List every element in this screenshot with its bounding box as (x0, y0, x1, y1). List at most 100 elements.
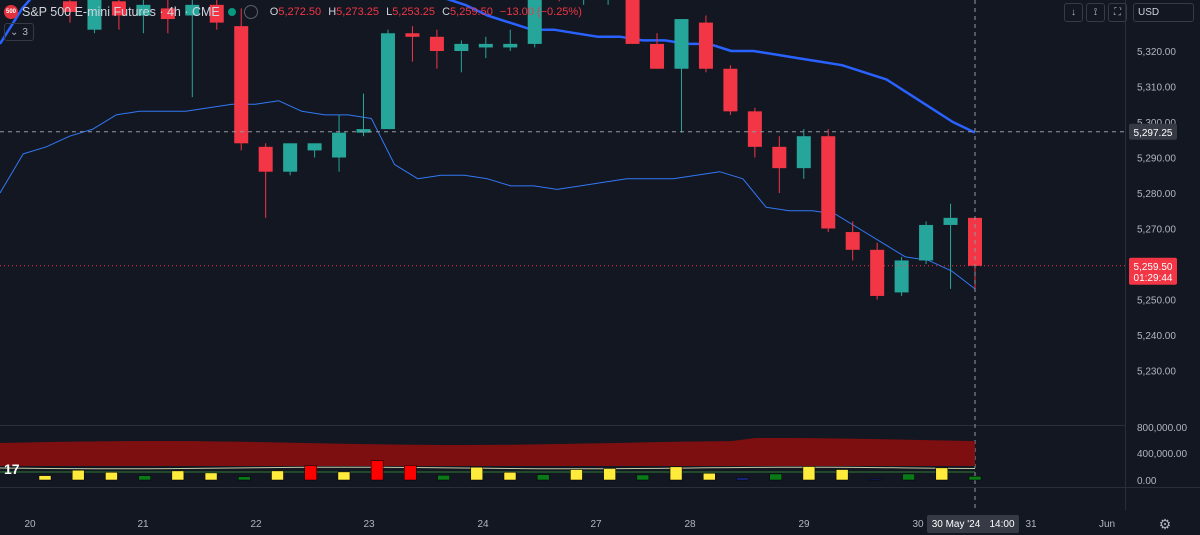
volume-bar (370, 460, 384, 481)
circle-icon[interactable] (243, 5, 258, 19)
last-price-label: 5,259.50 (1134, 262, 1173, 273)
volume-bar (171, 470, 185, 481)
candle-body (503, 43, 518, 48)
volume-bar (570, 469, 583, 481)
volume-bar (703, 473, 716, 481)
price-tick-label: 5,230.00 (1137, 367, 1176, 378)
volume-bar (902, 473, 915, 481)
candle-body (332, 132, 347, 158)
volume-bar (204, 472, 218, 481)
volume-bar (636, 474, 650, 481)
candle-body (185, 4, 200, 16)
high-value: 5,273.25 (336, 6, 379, 18)
magnet-icon[interactable]: ⟟ (1086, 3, 1105, 22)
arrow-down-icon[interactable]: ↓ (1064, 3, 1083, 22)
volume-bar (304, 465, 317, 481)
open-value: 5,272.50 (278, 6, 322, 18)
candle-body (454, 43, 469, 51)
crosshair-price-label: 5,297.25 (1134, 128, 1173, 139)
symbol-logo-icon: 500 (4, 5, 18, 19)
ma-upper-line (0, 0, 976, 134)
crosshair-price-bg (1129, 123, 1177, 140)
studies-count: 3 (22, 26, 28, 38)
volume-bar (404, 465, 417, 481)
candle-body (674, 19, 689, 69)
candle-body (87, 0, 102, 30)
crosshair-time-label: 14:00 (989, 519, 1014, 530)
candle-body (429, 36, 444, 51)
ma-lower-line (0, 100, 976, 290)
volume-bar (271, 470, 284, 481)
crosshair-date-label: 30 May '24 (932, 519, 981, 530)
candle-body (63, 1, 77, 12)
candle-body (894, 260, 909, 293)
candle-body (821, 136, 836, 229)
candle-body (650, 43, 665, 69)
candle-body (209, 4, 224, 23)
candle-body (356, 129, 371, 133)
time-tick-label: 21 (137, 519, 149, 530)
candle-body (943, 217, 958, 225)
gear-icon[interactable]: ⚙ (1158, 515, 1172, 532)
volume-bar (138, 475, 151, 481)
candle-body (723, 68, 738, 112)
price-tick-label: 5,240.00 (1137, 331, 1176, 342)
price-tick-label: 5,250.00 (1137, 296, 1176, 307)
volume-bar (238, 476, 251, 481)
volume-bar (337, 471, 351, 481)
volume-bar (470, 466, 484, 481)
volume-band (0, 438, 975, 466)
volume-bar (769, 473, 782, 481)
candle-body (625, 0, 640, 44)
candle-body (845, 232, 860, 250)
volume-tick-label: 800,000.00 (1137, 423, 1187, 434)
legend-header: 500 S&P 500 E-mini Futures · 4h · CME O5… (4, 3, 586, 21)
candle-body (283, 143, 298, 172)
ohlc-values: O5,272.50 H5,273.25 L5,253.25 C5,259.50 … (269, 6, 582, 18)
price-axis[interactable] (1125, 0, 1200, 510)
price-tick-label: 5,290.00 (1137, 154, 1176, 165)
candle-body (698, 22, 713, 69)
volume-bar (71, 469, 85, 481)
time-tick-label: 23 (363, 519, 375, 530)
countdown-label: 01:29:44 (1134, 273, 1173, 284)
tv-logo-icon: 17 (4, 461, 20, 477)
volume-tick-label: 400,000.00 (1137, 449, 1187, 460)
candle-body (796, 136, 811, 169)
price-tick-label: 5,300.00 (1137, 118, 1176, 129)
low-value: 5,253.25 (392, 6, 436, 18)
price-tick-label: 5,270.00 (1137, 225, 1176, 236)
candle-body (380, 33, 395, 130)
time-tick-label: 31 (1025, 519, 1037, 530)
volume-bar (869, 478, 882, 481)
volume-bar (835, 469, 849, 481)
volume-tick-label: 0.00 (1137, 476, 1157, 487)
volume-bar (603, 468, 616, 481)
currency-select[interactable]: USD (1133, 3, 1194, 22)
volume-bar (105, 471, 118, 481)
candle-body (478, 43, 493, 48)
time-tick-label: 20 (24, 519, 36, 530)
price-pane[interactable] (0, 0, 1125, 425)
candle-body (747, 111, 762, 147)
volume-bar (935, 467, 949, 481)
time-tick-label: 28 (684, 519, 696, 530)
symbol-title[interactable]: S&P 500 E-mini Futures · 4h · CME (22, 5, 220, 19)
volume-bar (503, 471, 517, 481)
volume-bar (38, 475, 52, 481)
close-value: 5,259.50 (450, 6, 493, 18)
time-tick-label: 22 (250, 519, 262, 530)
price-tick-label: 5,310.00 (1137, 83, 1176, 94)
candle-body (234, 26, 249, 144)
studies-toggle[interactable]: ⌄ 3 (4, 23, 34, 41)
candle-body (919, 224, 934, 261)
time-tick-label: 24 (477, 519, 489, 530)
volume-bar (802, 466, 816, 481)
crosshair-time-bg (927, 515, 1019, 533)
fullscreen-icon[interactable]: ⛶ (1108, 3, 1127, 22)
candle-body (405, 33, 420, 37)
volume-bar (968, 476, 982, 481)
time-tick-label: 29 (798, 519, 810, 530)
volume-bar (736, 477, 749, 481)
